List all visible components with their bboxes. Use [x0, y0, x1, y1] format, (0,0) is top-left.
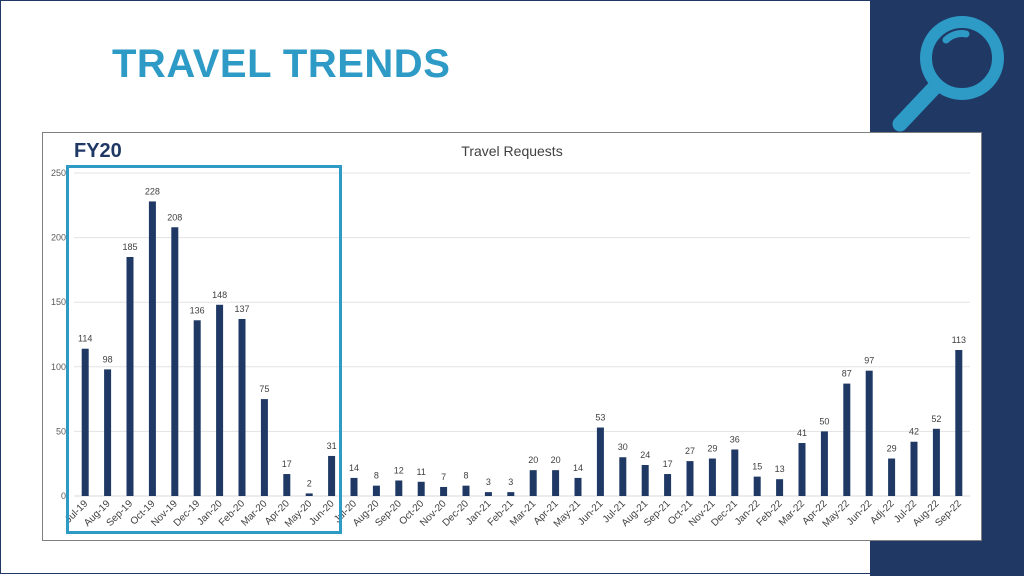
bar	[507, 492, 515, 496]
data-label: 20	[528, 455, 538, 465]
bar	[686, 461, 694, 496]
fy20-highlight-box	[66, 165, 342, 534]
bar	[148, 201, 156, 496]
x-tick-label: Mar-22	[777, 498, 807, 528]
bar	[731, 449, 739, 496]
data-label: 8	[374, 471, 379, 481]
data-label: 29	[707, 444, 717, 454]
bar	[888, 458, 896, 496]
data-label: 42	[909, 427, 919, 437]
y-tick-label: 200	[51, 233, 66, 243]
bar	[664, 474, 672, 496]
bar	[932, 428, 940, 496]
bar	[350, 477, 358, 496]
data-label: 20	[551, 455, 561, 465]
bar	[484, 492, 492, 496]
data-label: 97	[864, 356, 874, 366]
bar	[798, 443, 806, 496]
bar	[238, 318, 246, 496]
data-label: 228	[145, 186, 160, 196]
data-label: 98	[103, 354, 113, 364]
data-label: 13	[775, 464, 785, 474]
bar	[216, 304, 224, 496]
data-label: 12	[394, 465, 404, 475]
bar	[552, 470, 560, 496]
data-label: 114	[78, 334, 92, 344]
x-tick-label: Mar-21	[508, 498, 538, 528]
bar	[708, 458, 716, 496]
data-label: 17	[282, 459, 292, 469]
bar	[641, 464, 649, 496]
bar	[776, 479, 784, 496]
chart-title: Travel Requests	[461, 143, 563, 159]
bar	[104, 369, 112, 496]
y-tick-label: 150	[51, 297, 66, 307]
y-tick-label: 100	[51, 362, 66, 372]
data-label: 8	[463, 471, 468, 481]
data-label: 2	[307, 478, 312, 488]
bar	[440, 486, 448, 496]
data-label: 52	[931, 414, 941, 424]
bar	[529, 470, 537, 496]
page-title: TRAVEL TRENDS	[112, 42, 451, 86]
bar	[81, 348, 89, 496]
bar	[260, 399, 268, 496]
data-label: 113	[952, 335, 966, 345]
data-label: 3	[486, 477, 491, 487]
data-label: 24	[640, 450, 650, 460]
x-tick-label: Jun-21	[576, 498, 606, 528]
bar	[843, 383, 851, 496]
bar	[865, 370, 873, 496]
bar	[372, 485, 380, 496]
y-tick-label: 50	[56, 426, 66, 436]
bar	[193, 320, 201, 496]
bar	[462, 485, 470, 496]
bar	[417, 481, 425, 496]
bar	[305, 493, 313, 496]
data-label: 29	[887, 444, 897, 454]
x-tick-label: Adj-22	[869, 498, 898, 527]
data-label: 87	[842, 369, 852, 379]
data-label: 148	[212, 290, 227, 300]
bar	[596, 427, 604, 496]
data-label: 17	[663, 459, 673, 469]
data-label: 7	[441, 472, 446, 482]
data-label: 53	[595, 413, 605, 423]
data-label: 15	[752, 462, 762, 472]
bar	[619, 457, 627, 496]
data-label: 137	[234, 304, 249, 314]
bar	[574, 477, 582, 496]
data-label: 208	[167, 212, 182, 222]
data-label: 14	[573, 463, 583, 473]
y-tick-label: 0	[61, 491, 66, 501]
bar	[126, 256, 134, 496]
data-label: 31	[327, 441, 337, 451]
fy20-label: FY20	[74, 140, 122, 162]
data-label: 41	[797, 428, 807, 438]
bar	[328, 455, 336, 496]
bar	[820, 431, 828, 496]
data-label: 75	[259, 384, 269, 394]
data-label: 36	[730, 434, 740, 444]
bar	[955, 350, 963, 496]
data-label: 185	[122, 242, 137, 252]
data-label: 3	[508, 477, 513, 487]
data-label: 136	[190, 305, 205, 315]
magnifying-glass-icon	[892, 16, 1004, 132]
y-tick-label: 250	[51, 168, 66, 178]
data-label: 30	[618, 442, 628, 452]
bar	[283, 474, 291, 496]
data-label: 27	[685, 446, 695, 456]
bar	[395, 480, 403, 496]
x-tick-label: Jun-22	[845, 498, 875, 528]
bar	[753, 476, 761, 496]
data-label: 11	[417, 467, 426, 477]
data-label: 14	[349, 463, 359, 473]
bar	[171, 227, 179, 496]
data-label: 50	[819, 416, 829, 426]
bar	[910, 441, 918, 496]
